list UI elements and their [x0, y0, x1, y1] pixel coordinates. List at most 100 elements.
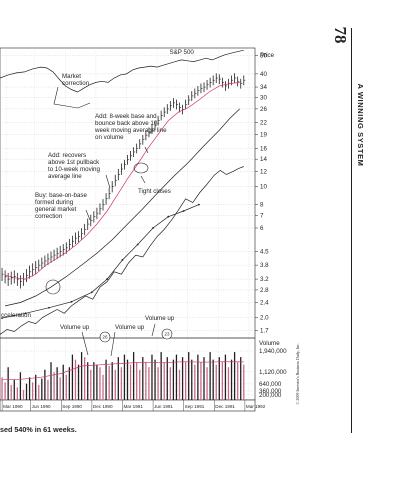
- annotation-label: Tight closes: [138, 188, 171, 195]
- series-marker: [48, 306, 50, 309]
- price-tick-label: 3.2: [260, 276, 269, 283]
- annotation-label: cceleration: [1, 312, 31, 319]
- annotation-leader: [85, 209, 91, 221]
- price-tick-label: 26: [260, 106, 267, 113]
- price-tick-label: 6: [260, 225, 264, 232]
- series-marker: [198, 203, 200, 206]
- annotation-line: formed during: [35, 199, 74, 206]
- annotation-line: Market: [62, 73, 81, 80]
- price-tick-label: 2.0: [260, 314, 269, 321]
- volume-circle: [161, 328, 173, 340]
- price-tick-label: 10: [260, 184, 267, 191]
- annotation-line: Add: recovers: [48, 152, 86, 159]
- annotation-line: to 10-week moving: [48, 166, 100, 173]
- price-tick-label: 1.7: [260, 327, 269, 334]
- annotation-line: above 1st pullback: [48, 159, 100, 166]
- annotation-label: Volume up: [60, 324, 90, 331]
- annotation-line: week moving average line: [94, 127, 167, 134]
- chart-grid: [0, 47, 256, 412]
- series-marker: [106, 278, 108, 280]
- date-tick-label: Sep 1991: [185, 404, 205, 409]
- price-tick-label: 4.5: [260, 248, 269, 255]
- price-axis-title: Price: [260, 52, 275, 59]
- page-number: 78: [331, 26, 350, 44]
- annotation-label: Add: recovers above 1st pullback to 10-wee…: [48, 152, 100, 180]
- annotation-line: Add: 8-week base and: [95, 113, 157, 120]
- price-tick-label: 7: [260, 212, 264, 219]
- price-tick-label: 8: [260, 202, 264, 209]
- date-tick-label: Jun 1991: [154, 404, 173, 409]
- annotation-line: correction: [62, 80, 90, 87]
- series-marker: [121, 259, 124, 261]
- volume-tick-label: 360,000: [259, 388, 282, 395]
- volume-circle: [99, 331, 111, 343]
- series-line-2: [5, 108, 240, 307]
- annotation-line: Buy: base-on-base: [35, 192, 87, 199]
- price-tick-label: 50: [260, 53, 267, 60]
- figure-caption: sed 540% in 61 weeks.: [0, 425, 77, 434]
- annotation-line: average line: [48, 173, 82, 180]
- date-tick-label: Mar 1991: [123, 404, 143, 409]
- date-tick-label: Mar 1992: [246, 404, 266, 409]
- 10-week-moving-average-line: [5, 82, 240, 280]
- price-series-layer: S&P 500: [0, 49, 246, 335]
- annotation-line: Volume up: [115, 324, 145, 331]
- price-tick-label: 14: [260, 156, 267, 163]
- volume-circle-label: 26: [102, 335, 108, 340]
- annotation-line: Volume up: [145, 315, 175, 322]
- date-tick-label: Sep 1990: [62, 404, 82, 409]
- annotation-leader: [151, 323, 156, 337]
- annotation-line: Tight closes: [138, 188, 171, 195]
- date-axis: Mar 1990 Jun 1990 Sep 1990 Dec 1990 Mar 1991…: [1, 400, 266, 411]
- section-title: A WINNING SYSTEM: [356, 83, 365, 167]
- annotation-leader: [53, 86, 91, 109]
- annotation-label: Volume up: [115, 324, 145, 331]
- volume-tick-label: 1,940,000: [259, 348, 287, 355]
- annotation-label: Buy: base-on-base formed during general ma…: [35, 192, 87, 220]
- series-marker: [182, 210, 185, 212]
- volume-tick-label: 640,000: [259, 381, 282, 388]
- annotation-leader: [110, 331, 116, 357]
- price-tick-label: 16: [260, 145, 267, 152]
- sp500-label: S&P 500: [170, 49, 195, 56]
- series-marker: [90, 291, 93, 294]
- price-tick-label: 22: [260, 119, 267, 126]
- s-p-500-line: [0, 49, 244, 93]
- annotation-line: general market: [35, 206, 77, 213]
- series-marker: [24, 312, 27, 315]
- series-marker: [167, 215, 170, 218]
- date-tick-label: Dec 1991: [215, 404, 235, 409]
- series-marker: [70, 300, 73, 303]
- price-tick-label: 3.8: [260, 262, 269, 269]
- annotation-leader: [144, 146, 149, 154]
- price-tick-label: 40: [260, 71, 267, 78]
- series-marker: [152, 227, 154, 229]
- annotation-leader: [105, 174, 111, 189]
- annotation-label: Volume up: [145, 315, 175, 322]
- price-tick-label: 2.8: [260, 287, 269, 294]
- highlight-circle: [45, 279, 61, 295]
- volume-tick-label: 1,120,000: [259, 369, 287, 376]
- relative-strength-line: [0, 166, 244, 335]
- volume-axis-title: Volume: [259, 340, 280, 347]
- annotation-leader: [81, 331, 89, 356]
- date-tick-label: Mar 1990: [3, 404, 23, 409]
- series-line-5: [1, 204, 200, 319]
- price-tick-label: 34: [260, 84, 267, 91]
- annotation-label: Market correction: [62, 73, 90, 87]
- series-marker: [1, 317, 3, 320]
- highlight-circle: [133, 162, 149, 174]
- price-tick-label: 12: [260, 169, 267, 176]
- copyright-notice: © 2009 Investor's Business Daily, Inc.: [295, 343, 300, 405]
- series-marker: [136, 243, 139, 246]
- price-tick-label: 19: [260, 131, 267, 138]
- page-rule: [351, 28, 352, 433]
- annotation-line: bounce back above 10-: [95, 120, 159, 127]
- annotation-line: correction: [35, 213, 63, 220]
- volume-average-line: [1, 361, 244, 381]
- annotation-label: Add: 8-week base and bounce back above 10…: [94, 113, 167, 141]
- annotation-leader: [140, 175, 146, 184]
